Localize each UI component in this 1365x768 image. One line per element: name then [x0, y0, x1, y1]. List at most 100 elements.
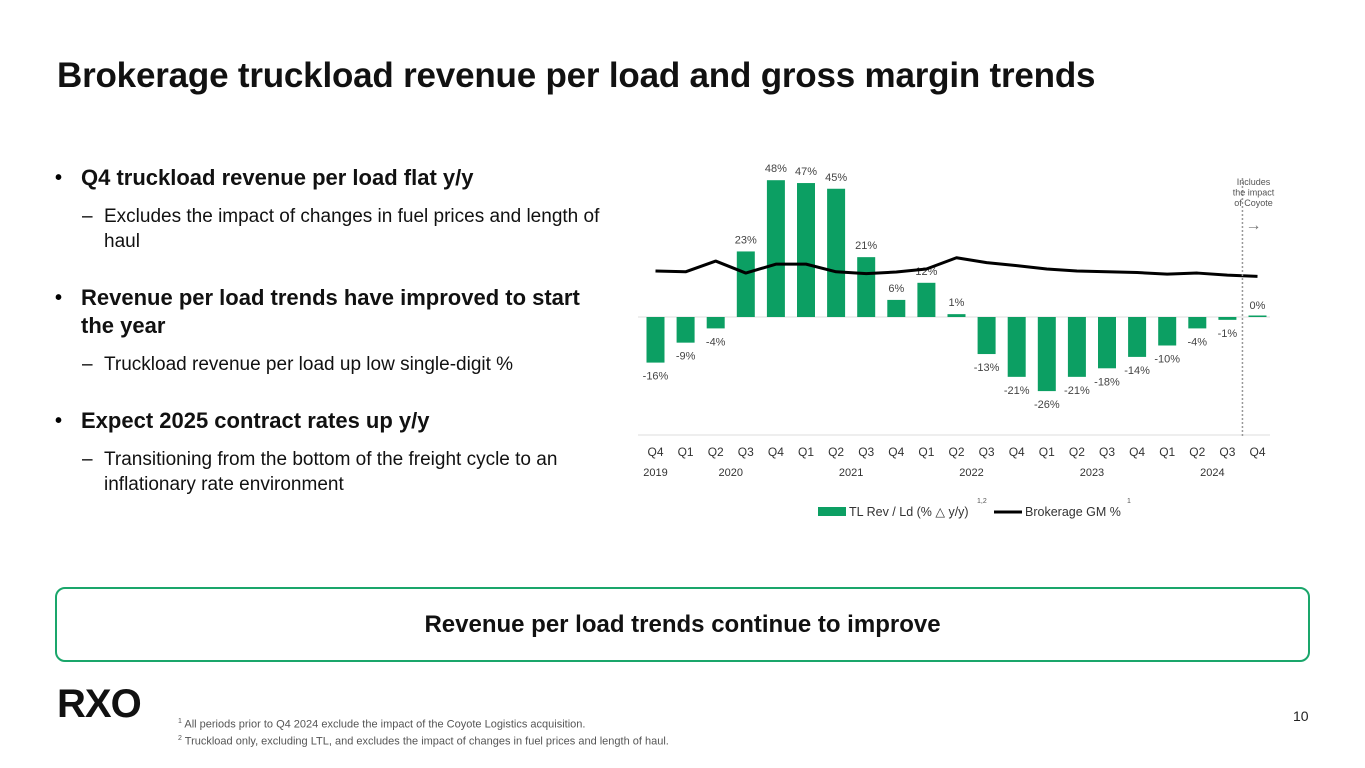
- bar-5: [797, 183, 815, 317]
- bullet-1-text: Q4 truckload revenue per load flat y/y: [81, 165, 474, 190]
- bar-label-18: -4%: [1188, 336, 1208, 348]
- bullet-2-sub: – Truckload revenue per load up low sing…: [55, 352, 615, 377]
- tick-label-9: Q1: [918, 445, 934, 459]
- tick-label-6: Q2: [828, 445, 844, 459]
- tick-label-12: Q4: [1009, 445, 1025, 459]
- bar-2: [706, 317, 725, 329]
- legend-line-sup: 1: [1127, 498, 1131, 505]
- bullet-marker: •: [55, 167, 63, 189]
- legend-line-label: Brokerage GM %: [1025, 505, 1121, 519]
- bar-label-5: 47%: [795, 166, 817, 178]
- callout-text: Revenue per load trends continue to impr…: [424, 610, 941, 638]
- sub-marker: –: [82, 206, 93, 227]
- revenue-margin-chart: -16%-9%-4%23%48% 47% 45%21%6%12%1%-13%-21%…: [638, 163, 1275, 519]
- bar-label-0: -16%: [643, 371, 669, 383]
- bar-10: [947, 314, 966, 317]
- legend-bar-sup: 1,2: [977, 498, 987, 505]
- bar-label-19: -1%: [1218, 328, 1238, 340]
- tick-label-3: Q3: [738, 445, 754, 459]
- footnote-1-text: All periods prior to Q4 2024 exclude the…: [184, 718, 586, 731]
- bullet-1: • Q4 truckload revenue per load flat y/y: [55, 164, 615, 192]
- bar-label-13: -26%: [1034, 399, 1060, 411]
- bullet-marker: •: [55, 410, 63, 432]
- legend-bar-swatch: [818, 507, 846, 516]
- bar-label-1: -9%: [676, 351, 696, 363]
- footnote-2: 2 Truckload only, excluding LTL, and exc…: [178, 732, 669, 749]
- bar-3: [736, 251, 755, 317]
- gm-line: [655, 256, 1258, 278]
- bullet-marker: •: [55, 287, 63, 309]
- sub-marker: –: [82, 449, 93, 470]
- bar-label-17: -10%: [1154, 354, 1180, 366]
- tick-label-0: Q4: [647, 445, 663, 459]
- bar-12: [1007, 317, 1026, 377]
- bar-15: [1098, 317, 1116, 369]
- bar-label-15: -18%: [1094, 376, 1120, 388]
- bullet-3: • Expect 2025 contract rates up y/y: [55, 407, 615, 435]
- bar-17: [1158, 317, 1177, 346]
- bullet-2-sub-text: Truckload revenue per load up low single…: [104, 354, 514, 375]
- page-title: Brokerage truckload revenue per load and…: [57, 56, 1096, 95]
- tick-label-5: Q1: [798, 445, 814, 459]
- logo-text: RXO: [57, 684, 141, 722]
- bullet-3-text: Expect 2025 contract rates up y/y: [81, 408, 430, 433]
- bar-11: [977, 317, 996, 355]
- bar-6: [827, 188, 846, 317]
- bullet-2: • Revenue per load trends have improved …: [55, 284, 615, 340]
- bar-label-7: 21%: [855, 240, 877, 252]
- tick-label-4: Q4: [768, 445, 784, 459]
- year-label-2021: 2021: [839, 467, 863, 479]
- footnote-2-num: 2: [178, 734, 182, 742]
- bar-label-6: 45%: [825, 172, 847, 184]
- bar-7: [857, 257, 876, 317]
- bullet-3-sub: – Transitioning from the bottom of the f…: [55, 447, 615, 497]
- bar-label-2: -4%: [706, 336, 726, 348]
- bar-label-16: -14%: [1124, 365, 1150, 377]
- bar-18: [1188, 317, 1207, 329]
- bar-0: [646, 317, 665, 363]
- tick-label-7: Q3: [858, 445, 874, 459]
- footnote-2-text: Truckload only, excluding LTL, and exclu…: [184, 735, 669, 748]
- sub-marker: –: [82, 354, 93, 375]
- footnotes: 1 All periods prior to Q4 2024 exclude t…: [178, 715, 669, 748]
- tick-label-10: Q2: [948, 445, 964, 459]
- year-label-2020: 2020: [719, 467, 743, 479]
- bar-14: [1067, 317, 1086, 377]
- annotation-arrow: →: [1246, 217, 1262, 234]
- callout-box: Revenue per load trends continue to impr…: [55, 587, 1310, 662]
- bullet-3-sub-text: Transitioning from the bottom of the fre…: [104, 449, 558, 495]
- footnote-1-num: 1: [178, 718, 182, 725]
- bar-8: [887, 299, 906, 317]
- tick-label-15: Q3: [1099, 445, 1115, 459]
- tick-label-1: Q1: [678, 445, 694, 459]
- bar-label-4: 48%: [765, 163, 787, 175]
- tick-label-17: Q1: [1159, 445, 1175, 459]
- tick-label-2: Q2: [708, 445, 724, 459]
- bar-9: [917, 282, 936, 317]
- bar-label-12: -21%: [1004, 385, 1030, 397]
- tick-label-20: Q4: [1249, 445, 1265, 459]
- bar-label-11: -13%: [974, 362, 1000, 374]
- legend-bar-label: TL Rev / Ld (% △ y/y): [849, 505, 969, 519]
- rxo-logo: RXO: [57, 684, 142, 722]
- year-label-2024: 2024: [1200, 467, 1224, 479]
- footnote-1: 1 All periods prior to Q4 2024 exclude t…: [178, 715, 669, 732]
- bullet-1-sub-text: Excludes the impact of changes in fuel p…: [104, 206, 600, 252]
- tick-label-8: Q4: [888, 445, 904, 459]
- annotation-line-1: the impact: [1233, 188, 1275, 198]
- bar-13: [1037, 317, 1056, 392]
- bar-label-10: 1%: [949, 297, 965, 309]
- tick-label-14: Q2: [1069, 445, 1085, 459]
- year-label-2019: 2019: [643, 467, 667, 479]
- tick-label-18: Q2: [1189, 445, 1205, 459]
- bar-1: [676, 317, 695, 343]
- page-number: 10: [1293, 708, 1309, 724]
- year-label-2022: 2022: [959, 467, 983, 479]
- bar-label-20: 0%: [1250, 300, 1266, 312]
- tick-label-16: Q4: [1129, 445, 1145, 459]
- bullet-2-text: Revenue per load trends have improved to…: [81, 285, 580, 338]
- bar-4: [766, 180, 785, 317]
- bullet-1-sub: – Excludes the impact of changes in fuel…: [55, 204, 615, 254]
- bullet-list: • Q4 truckload revenue per load flat y/y…: [55, 164, 615, 497]
- tick-label-11: Q3: [979, 445, 995, 459]
